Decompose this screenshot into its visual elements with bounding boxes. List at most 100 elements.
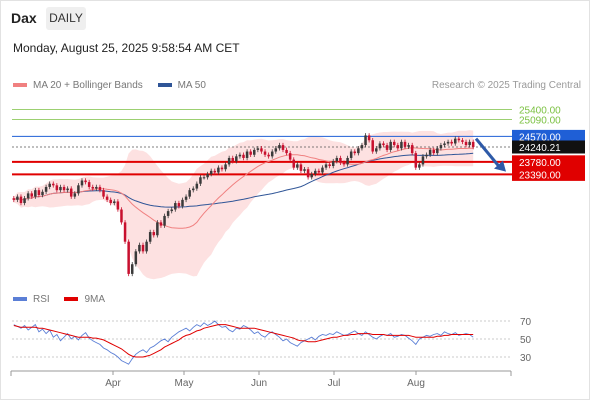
candle-body: [360, 145, 364, 149]
candle-body: [443, 143, 446, 146]
candle-body: [249, 151, 252, 155]
candle-body: [159, 222, 163, 226]
candle-body: [256, 148, 260, 150]
candle-body: [127, 241, 130, 274]
candle-body: [12, 198, 16, 200]
candle-body: [224, 164, 227, 170]
price-tag-box-support: [512, 155, 585, 169]
candle-body: [317, 170, 321, 173]
candle-body: [166, 211, 170, 216]
candle-body: [367, 135, 371, 141]
candle-body: [30, 193, 33, 197]
candle-body: [145, 241, 148, 252]
candle-body: [471, 141, 475, 148]
candle-body: [299, 164, 303, 171]
moving-average-layer: [13, 147, 474, 229]
x-tick-label: Aug: [407, 378, 425, 389]
candle-body: [253, 149, 256, 155]
level-lines-layer: [12, 109, 512, 176]
candle-body: [260, 148, 263, 152]
candle-body: [410, 145, 414, 154]
candle-body: [52, 183, 55, 186]
bollinger-band: [13, 130, 474, 280]
candle-body: [213, 170, 217, 173]
candle-body: [199, 177, 202, 184]
candle-body: [138, 244, 141, 252]
candle-body: [274, 148, 278, 152]
candle-body: [314, 170, 317, 175]
candle-body: [80, 180, 84, 186]
candle-body: [270, 151, 274, 157]
price-tag-last: 24240.21: [519, 143, 561, 154]
candle-body: [77, 185, 80, 194]
price-tag-box-support: [512, 167, 585, 181]
candle-body: [227, 157, 231, 165]
symbol-title: Dax: [11, 10, 37, 26]
credit-text: Research © 2025 Trading Central: [431, 80, 581, 91]
candle-body: [346, 157, 349, 165]
candle-body: [87, 182, 91, 187]
candle-body: [217, 167, 220, 173]
candle-body: [285, 149, 288, 154]
legend-label-rsi: RSI: [33, 294, 50, 305]
rsi-tick-label: 70: [520, 317, 532, 328]
price-tag-support: 23390.00: [519, 170, 561, 181]
candle-body: [141, 244, 145, 252]
candle-body: [41, 191, 44, 195]
candle-body: [446, 141, 450, 144]
candle-body: [98, 186, 102, 191]
candle-body: [109, 199, 112, 204]
candle-body: [163, 215, 166, 226]
candle-body: [331, 161, 335, 167]
candle-body: [278, 145, 281, 149]
candle-body: [324, 164, 328, 168]
candle-body: [195, 183, 199, 189]
candle-body: [220, 167, 224, 170]
candle-body: [55, 185, 59, 191]
candle-body: [432, 149, 435, 154]
candle-body: [378, 143, 382, 149]
candle-body: [392, 141, 396, 146]
x-tick-label: Jul: [328, 378, 341, 389]
candle-body: [206, 174, 209, 178]
candle-body: [468, 141, 471, 146]
legend-label-ma50: MA 50: [177, 80, 206, 91]
candle-body: [385, 145, 389, 150]
rsi-line: [13, 320, 474, 365]
candle-body: [123, 222, 127, 242]
candle-body: [152, 232, 156, 236]
candle-body: [342, 162, 346, 165]
rsi-panel: 70 50 30: [12, 317, 532, 365]
price-tag-resistance: 25090.00: [519, 116, 561, 127]
candle-body: [306, 169, 310, 178]
price-tag-resistance: 25400.00: [519, 106, 561, 117]
candle-body: [436, 148, 439, 154]
forecast-arrow-head: [494, 160, 506, 172]
candle-body: [188, 190, 191, 197]
candle-body: [267, 154, 270, 157]
main-legend: MA 20 + Bollinger Bands MA 50: [13, 80, 218, 91]
timeframe-tab[interactable]: DAILY: [46, 7, 86, 30]
candle-body: [288, 153, 292, 160]
candle-body: [95, 186, 98, 189]
candle-body: [328, 164, 331, 167]
legend-item-ma50: MA 50: [157, 80, 206, 91]
candle-body: [400, 141, 403, 149]
legend-item-9ma: 9MA: [64, 294, 105, 305]
candle-body: [418, 164, 421, 168]
candle-body: [130, 264, 134, 274]
candle-body: [19, 196, 23, 204]
candle-body: [156, 222, 159, 236]
candle-body: [310, 174, 313, 178]
report-datetime: Monday, August 25, 2025 9:58:54 AM CET: [13, 41, 240, 55]
candle-body: [134, 251, 138, 265]
candle-body: [263, 151, 267, 155]
candle-body: [242, 154, 245, 158]
candle-body: [231, 157, 234, 162]
candle-body: [34, 190, 37, 197]
candle-body: [428, 149, 432, 155]
candle-body: [375, 148, 378, 152]
candle-body: [44, 186, 48, 192]
price-tag-box-last: [512, 140, 585, 154]
